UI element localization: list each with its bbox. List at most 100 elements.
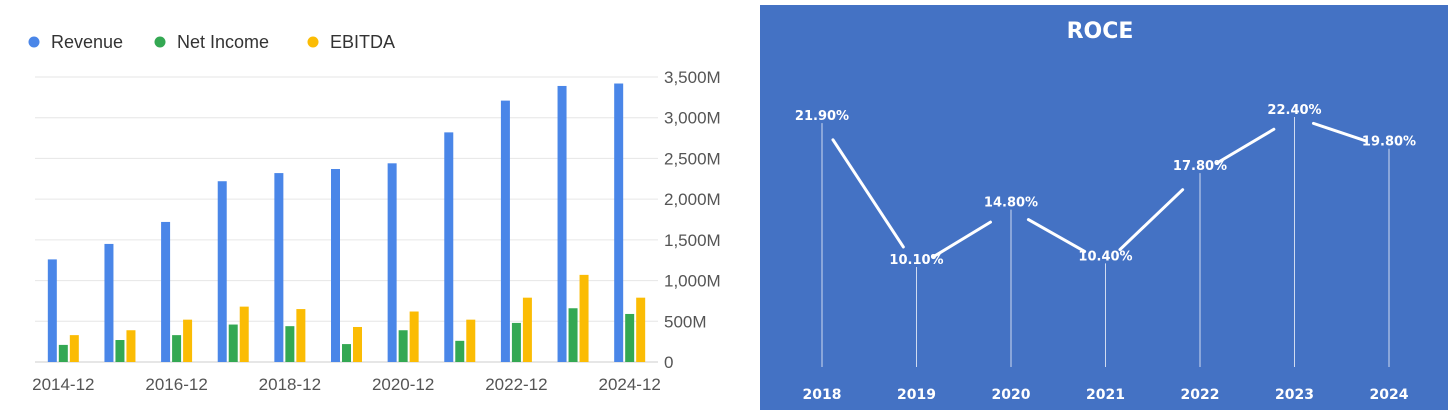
- legend-marker: [28, 36, 40, 48]
- bar-revenue-2020-12[interactable]: [387, 163, 397, 362]
- data-label-2022: 17.80%: [1173, 159, 1227, 174]
- bar-group-2024-12: [614, 83, 646, 362]
- x-tick-label: 2024: [1370, 387, 1409, 403]
- x-tick-label: 2014-12: [32, 375, 94, 394]
- financials-bar-chart-panel: Revenue Net Income EBITDA 0 500M 1,000M 1,500M…: [28, 32, 721, 394]
- line-segment-2018-2019: [831, 138, 905, 249]
- bar-ebitda-2023-12[interactable]: [579, 274, 589, 362]
- bar-group-2019-12: [331, 169, 362, 362]
- bar-revenue-2019-12[interactable]: [331, 169, 340, 362]
- x-tick-label: 2021: [1086, 387, 1125, 403]
- financials-bar-chart: Revenue Net Income EBITDA 0 500M 1,000M 1,500M…: [28, 32, 721, 394]
- legend-label: Net Income: [177, 32, 269, 52]
- bar-group-2014-12: [47, 259, 79, 362]
- line-segment-2019-2020: [932, 220, 992, 259]
- roce-chart-panel: ROCE 21.90% 10.10% 14.80% 10.40% 17.80% 22.40%…: [760, 5, 1448, 410]
- bar-ebitda-2020-12[interactable]: [409, 311, 419, 362]
- line-segment-2020-2021: [1026, 218, 1087, 253]
- line-segment-2023-2024: [1311, 121, 1368, 143]
- bar-ebitda-2016-12[interactable]: [183, 319, 193, 362]
- roce-line-chart: ROCE 21.90% 10.10% 14.80% 10.40% 17.80% 22.40%…: [760, 5, 1448, 410]
- x-axis: 2014-12 2016-12 2018-12 2020-12 2022-12 2024-…: [32, 375, 661, 394]
- data-label-2021: 10.40%: [1078, 249, 1132, 264]
- legend-marker: [154, 36, 166, 48]
- legend-item-net-income[interactable]: Net Income: [154, 32, 270, 52]
- y-gridlines: [35, 76, 658, 363]
- bar-revenue-2014-12[interactable]: [47, 259, 57, 362]
- drop-lines: [821, 117, 1390, 367]
- bar-net-income-2021-12[interactable]: [455, 340, 465, 362]
- bar-ebitda-2022-12[interactable]: [522, 297, 532, 362]
- x-tick-label: 2018-12: [259, 375, 321, 394]
- bar-ebitda-2017-12[interactable]: [239, 306, 249, 362]
- bar-net-income-2022-12[interactable]: [511, 322, 521, 362]
- bar-group-2018-12: [274, 173, 306, 362]
- data-label-2020: 14.80%: [984, 196, 1038, 211]
- x-tick-label: 2018: [803, 387, 842, 403]
- bar-net-income-2018-12[interactable]: [285, 326, 295, 362]
- bar-revenue-2016-12[interactable]: [161, 221, 171, 362]
- x-tick-label: 2022: [1181, 387, 1220, 403]
- line-segment-2021-2022: [1118, 188, 1185, 252]
- bar-group-2021-12: [444, 132, 476, 362]
- data-label-2019: 10.10%: [889, 253, 943, 268]
- y-tick-label: 0: [664, 353, 673, 372]
- bar-ebitda-2018-12[interactable]: [296, 309, 306, 362]
- x-tick-label: 2020: [992, 387, 1031, 403]
- bar-revenue-2021-12[interactable]: [444, 132, 454, 362]
- x-tick-label: 2020-12: [372, 375, 434, 394]
- data-labels: 21.90% 10.10% 14.80% 10.40% 17.80% 22.40% 19.8…: [795, 103, 1416, 268]
- y-tick-label: 1,500M: [664, 231, 721, 250]
- roce-title: ROCE: [1067, 19, 1134, 44]
- bar-group-2022-12: [500, 100, 532, 362]
- data-label-2024: 19.80%: [1362, 135, 1416, 150]
- data-label-2023: 22.40%: [1267, 103, 1321, 118]
- legend-item-ebitda[interactable]: EBITDA: [307, 32, 396, 52]
- bar-revenue-2017-12[interactable]: [217, 181, 227, 362]
- bar-net-income-2017-12[interactable]: [228, 324, 238, 362]
- x-tick-label: 2023: [1275, 387, 1314, 403]
- bar-ebitda-2019-12[interactable]: [353, 326, 362, 362]
- bar-net-income-2016-12[interactable]: [172, 335, 182, 362]
- bar-ebitda-2024-12[interactable]: [636, 297, 646, 362]
- bar-net-income-2023-12[interactable]: [568, 308, 578, 362]
- y-tick-label: 2,000M: [664, 190, 721, 209]
- bar-net-income-2014-12[interactable]: [58, 344, 68, 362]
- bar-revenue-2018-12[interactable]: [274, 173, 284, 362]
- data-label-2018: 21.90%: [795, 109, 849, 124]
- bar-revenue-2023-12[interactable]: [557, 85, 567, 362]
- legend-marker: [307, 36, 319, 48]
- bar-ebitda-2015-12[interactable]: [126, 330, 136, 362]
- y-tick-label: 1,000M: [664, 272, 721, 291]
- x-tick-label: 2019: [897, 387, 936, 403]
- y-tick-label: 3,500M: [664, 68, 721, 87]
- y-tick-label: 3,000M: [664, 109, 721, 128]
- y-tick-label: 2,500M: [664, 149, 721, 168]
- bar-group-2023-12: [557, 85, 589, 362]
- legend-item-revenue[interactable]: Revenue: [28, 32, 124, 52]
- bar-net-income-2019-12[interactable]: [342, 344, 351, 362]
- legend: Revenue Net Income EBITDA: [28, 32, 396, 52]
- y-axis: 0 500M 1,000M 1,500M 2,000M 2,500M 3,000M 3,500…: [664, 68, 721, 372]
- legend-label: Revenue: [51, 32, 123, 52]
- bar-group-2016-12: [161, 221, 193, 362]
- bar-net-income-2024-12[interactable]: [625, 313, 635, 362]
- x-tick-label: 2016-12: [145, 375, 207, 394]
- bar-ebitda-2021-12[interactable]: [466, 319, 476, 362]
- bar-revenue-2022-12[interactable]: [500, 100, 510, 362]
- bar-net-income-2020-12[interactable]: [398, 330, 408, 362]
- bar-group-2015-12: [104, 243, 136, 362]
- bar-net-income-2015-12[interactable]: [115, 340, 125, 362]
- x-tick-label: 2024-12: [598, 375, 660, 394]
- line-segment-2022-2023: [1215, 127, 1276, 165]
- bar-group-2020-12: [387, 163, 419, 362]
- roce-line: [831, 121, 1368, 259]
- roce-background: [760, 5, 1448, 410]
- x-tick-label: 2022-12: [485, 375, 547, 394]
- y-tick-label: 500M: [664, 312, 707, 331]
- x-axis: 2018 2019 2020 2021 2022 2023 2024: [803, 387, 1409, 403]
- bar-revenue-2024-12[interactable]: [614, 83, 624, 362]
- bar-ebitda-2014-12[interactable]: [69, 335, 79, 362]
- bars: [47, 83, 646, 362]
- bar-revenue-2015-12[interactable]: [104, 243, 114, 362]
